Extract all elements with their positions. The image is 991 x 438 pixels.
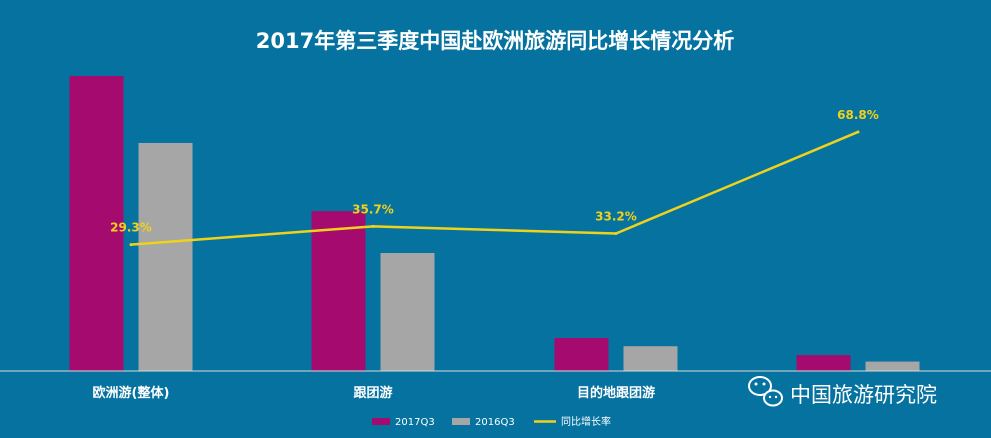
wechat-icon [748, 376, 783, 407]
bars-group [69, 76, 920, 371]
growth-label-1: 35.7% [352, 202, 394, 216]
bar-2017Q3-1 [311, 211, 366, 371]
category-labels: 欧洲游(整体) 跟团游 目的地跟团游 [93, 385, 655, 401]
legend-label-2: 同比增长率 [561, 415, 611, 428]
growth-point-0 [129, 243, 133, 247]
watermark: 中国旅游研究院 [748, 376, 937, 407]
category-label-2: 目的地跟团游 [577, 385, 655, 401]
category-label-0: 欧洲游(整体) [93, 385, 170, 401]
watermark-text: 中国旅游研究院 [790, 383, 937, 407]
growth-label-2: 33.2% [595, 210, 637, 224]
chart-title: 2017年第三季度中国赴欧洲旅游同比增长情况分析 [256, 29, 734, 53]
growth-line-group: 29.3% 35.7% 33.2% 68.8% [110, 108, 879, 247]
legend-label-1: 2016Q3 [475, 417, 515, 428]
bar-2016Q3-3 [865, 361, 920, 371]
bar-2016Q3-0 [138, 142, 193, 371]
growth-label-0: 29.3% [110, 221, 152, 235]
growth-point-1 [371, 224, 375, 228]
bar-2016Q3-2 [623, 346, 678, 371]
legend-label-0: 2017Q3 [395, 417, 435, 428]
legend-swatch-0 [372, 418, 390, 425]
growth-line [130, 130, 859, 246]
legend-swatch-1 [452, 418, 470, 425]
growth-point-3 [856, 130, 860, 134]
growth-point-2 [614, 232, 618, 236]
bar-2017Q3-2 [554, 337, 609, 371]
bar-2017Q3-0 [69, 76, 124, 371]
category-label-1: 跟团游 [353, 385, 392, 401]
growth-label-3: 68.8% [837, 108, 879, 122]
bar-2017Q3-3 [796, 355, 851, 371]
bar-2016Q3-1 [380, 253, 435, 371]
legend: 2017Q3 2016Q3 同比增长率 [372, 415, 611, 428]
